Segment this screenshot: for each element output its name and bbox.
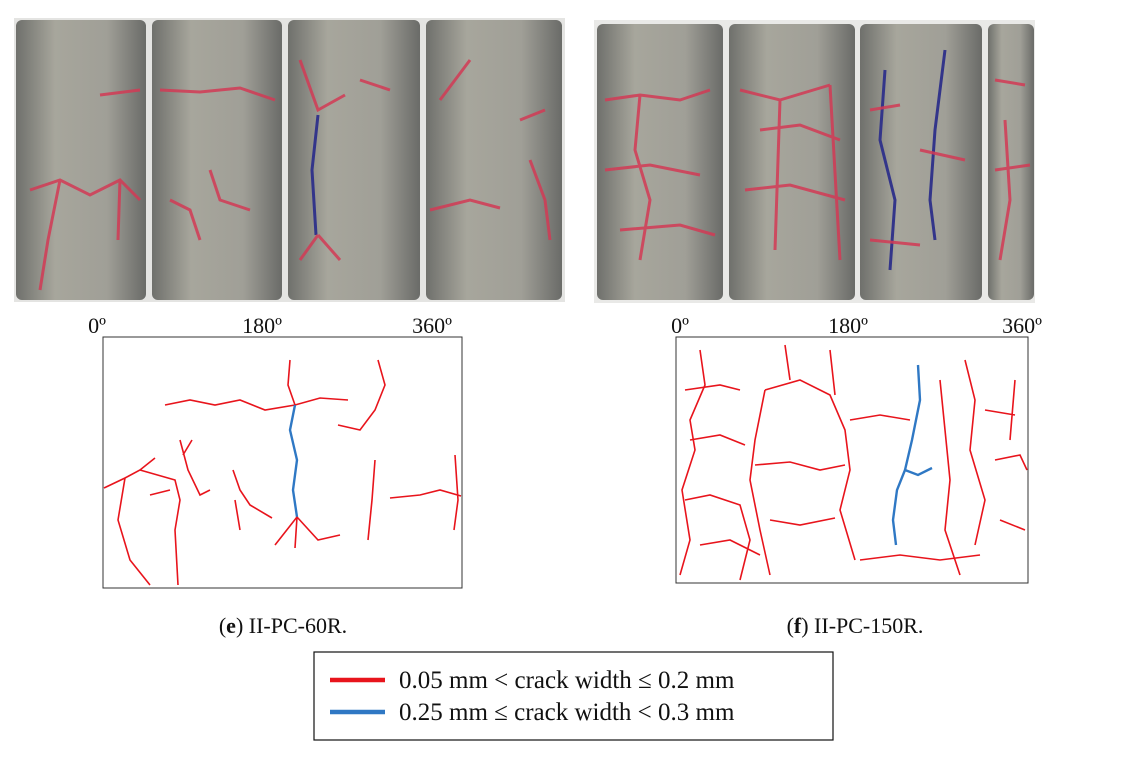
caption-part: (: [219, 613, 226, 638]
angle-label: 360º: [1002, 313, 1042, 338]
photos-left: [14, 18, 565, 302]
caption-part: (: [787, 613, 794, 638]
legend: 0.05 mm < crack width ≤ 0.2 mm 0.25 mm ≤ …: [330, 667, 735, 726]
photos-right: [594, 20, 1035, 303]
crack-map-e: [102, 336, 463, 589]
crack-map-f: [675, 336, 1029, 584]
angle-label: 360º: [412, 313, 452, 338]
angle-label: 180º: [828, 313, 868, 338]
legend-box: [313, 651, 834, 741]
caption-part: e: [226, 613, 236, 638]
caption: (e) II-PC-60R.: [219, 613, 347, 638]
captions: (e) II-PC-60R. (f) II-PC-150R.: [219, 613, 924, 638]
caption-part: f: [794, 613, 802, 638]
angle-label: 0º: [671, 313, 689, 338]
caption-part: ) II-PC-150R.: [801, 613, 923, 638]
angle-label: 0º: [88, 313, 106, 338]
angle-labels: 0º 180º 360º 0º 180º 360º: [88, 313, 1042, 338]
legend-label: 0.05 mm < crack width ≤ 0.2 mm: [399, 667, 735, 694]
caption: (f) II-PC-150R.: [787, 613, 924, 638]
caption-part: ) II-PC-60R.: [236, 613, 347, 638]
angle-label: 180º: [242, 313, 282, 338]
legend-label: 0.25 mm ≤ crack width < 0.3 mm: [399, 699, 735, 726]
